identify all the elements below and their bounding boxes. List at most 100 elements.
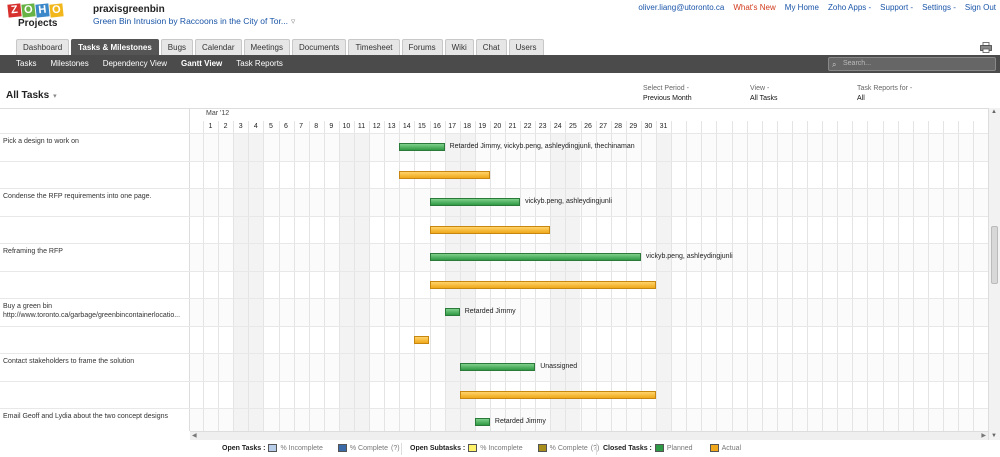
horizontal-scrollbar[interactable]: ◀ ▶: [190, 431, 988, 440]
day-label: 12: [372, 123, 381, 130]
whats-new-link[interactable]: What's New: [733, 3, 776, 12]
swatch-incomplete: [268, 444, 278, 452]
vertical-scrollbar[interactable]: ▲ ▼: [988, 108, 1000, 440]
scroll-thumb[interactable]: [991, 226, 998, 284]
task-url[interactable]: http://www.toronto.ca/garbage/greenbinco…: [3, 312, 181, 319]
grid-line: [520, 121, 522, 431]
my-home-link[interactable]: My Home: [784, 3, 820, 12]
day-label: 20: [493, 123, 502, 130]
user-email-link[interactable]: oliver.liang@utoronto.ca: [638, 3, 725, 12]
task-name[interactable]: Condense the RFP requirements into one p…: [3, 193, 152, 200]
tab-tasks-milestones[interactable]: Tasks & Milestones: [71, 39, 159, 55]
grid-line: [489, 121, 491, 431]
task-reports-value: All: [857, 95, 865, 102]
planned-bar[interactable]: [429, 253, 641, 261]
day-label: 7: [299, 123, 304, 130]
actual-bar[interactable]: [429, 280, 656, 289]
subnav-task-reports[interactable]: Task Reports: [236, 59, 283, 68]
task-name[interactable]: Pick a design to work on: [3, 138, 79, 145]
main-tabs: Dashboard Tasks & Milestones Bugs Calend…: [16, 39, 544, 55]
subnav-dependency-view[interactable]: Dependency View: [102, 59, 168, 68]
select-period-dropdown[interactable]: Select Period - Previous Month: [643, 85, 692, 102]
day-label: 16: [433, 123, 441, 130]
tab-forums[interactable]: Forums: [401, 39, 443, 55]
day-label: 25: [568, 123, 577, 130]
task-name[interactable]: Email Geoff and Lydia about the two conc…: [3, 413, 168, 420]
actual-bar[interactable]: [414, 335, 430, 344]
grid-line: [369, 121, 371, 431]
day-label: 30: [644, 123, 653, 130]
planned-bar[interactable]: [399, 143, 445, 151]
day-label: 28: [614, 123, 623, 130]
tab-chat[interactable]: Chat: [475, 39, 507, 55]
tab-bugs[interactable]: Bugs: [160, 39, 194, 55]
scroll-left-icon[interactable]: ◀: [192, 433, 197, 439]
actual-bar[interactable]: [459, 390, 656, 399]
search-icon: ⌕: [832, 60, 837, 69]
actual-bar[interactable]: [399, 170, 490, 179]
planned-bar[interactable]: [429, 198, 521, 206]
subnav-gantt-view[interactable]: Gantt View: [174, 55, 230, 75]
settings-link[interactable]: Settings -: [922, 3, 956, 12]
task-filter-dropdown[interactable]: All Tasks ▾: [6, 90, 57, 101]
top-bar: Z O H O Projects praxisgreenbin Green Bi…: [0, 0, 1000, 38]
grid-line: [882, 121, 884, 431]
swatch-sub-incomplete: [468, 444, 478, 452]
task-reports-dropdown[interactable]: Task Reports for - All: [857, 85, 912, 102]
view-dropdown[interactable]: View - All Tasks: [750, 85, 778, 102]
project-name: praxisgreenbin: [93, 4, 165, 15]
top-links: oliver.liang@utoronto.ca What's New My H…: [638, 3, 996, 12]
grid-line: [414, 121, 416, 431]
help-icon[interactable]: (?): [591, 445, 600, 452]
legend-sub-complete: % Complete: [549, 444, 588, 452]
grid-line: [323, 121, 325, 431]
zoho-projects-logo[interactable]: Z O H O Projects: [7, 3, 68, 34]
project-selector[interactable]: Green Bin Intrusion by Raccoons in the C…: [93, 16, 295, 27]
planned-bar[interactable]: [474, 418, 490, 426]
subnav-tasks[interactable]: Tasks: [16, 59, 37, 68]
actual-bar[interactable]: [429, 225, 551, 234]
planned-bar[interactable]: [444, 308, 460, 316]
task-name[interactable]: Reframing the RFP: [3, 248, 63, 255]
grid-line: [822, 121, 824, 431]
chevron-down-icon[interactable]: ▿: [290, 16, 296, 26]
tab-wiki[interactable]: Wiki: [444, 39, 474, 55]
tab-dashboard[interactable]: Dashboard: [16, 39, 70, 55]
search-input[interactable]: ⌕ Search...: [828, 57, 996, 71]
grid-line: [399, 121, 401, 431]
help-icon[interactable]: (?): [391, 444, 400, 452]
grid-line: [444, 121, 446, 431]
chevron-down-icon: ▾: [53, 93, 57, 100]
support-link[interactable]: Support -: [880, 3, 914, 12]
grid-line: [837, 121, 839, 431]
tab-documents[interactable]: Documents: [291, 39, 347, 55]
task-name[interactable]: Contact stakeholders to frame the soluti…: [3, 358, 135, 365]
scroll-right-icon[interactable]: ▶: [981, 433, 986, 439]
grid-line: [595, 121, 597, 431]
row-divider: [0, 243, 988, 244]
task-name[interactable]: Buy a green bin: [3, 303, 53, 310]
row-divider: [0, 325, 988, 327]
tab-meetings[interactable]: Meetings: [243, 39, 290, 55]
day-label: 22: [523, 123, 532, 130]
task-owners: Retarded Jimmy, vickyb.peng, ashleydingj…: [449, 143, 635, 150]
grid-line: [701, 121, 703, 431]
grid-line: [459, 121, 461, 431]
sign-out-link[interactable]: Sign Out: [964, 3, 996, 12]
grid-line: [927, 121, 929, 431]
zoho-apps-link[interactable]: Zoho Apps -: [828, 3, 872, 12]
filters-bar: All Tasks ▾ Select Period - Previous Mont…: [0, 82, 1000, 108]
tab-users[interactable]: Users: [508, 39, 544, 55]
subnav-milestones[interactable]: Milestones: [50, 59, 89, 68]
grid-line: [867, 121, 869, 431]
scroll-up-icon[interactable]: ▲: [991, 109, 997, 115]
tab-timesheet[interactable]: Timesheet: [348, 39, 400, 55]
logo-letter-o: O: [21, 3, 36, 18]
day-label: 29: [629, 123, 638, 130]
grid-line: [656, 121, 657, 431]
grid-line: [791, 121, 793, 431]
print-icon[interactable]: [980, 42, 992, 53]
planned-bar[interactable]: [459, 363, 536, 371]
tab-calendar[interactable]: Calendar: [195, 39, 242, 55]
scroll-down-icon[interactable]: ▼: [991, 433, 997, 439]
